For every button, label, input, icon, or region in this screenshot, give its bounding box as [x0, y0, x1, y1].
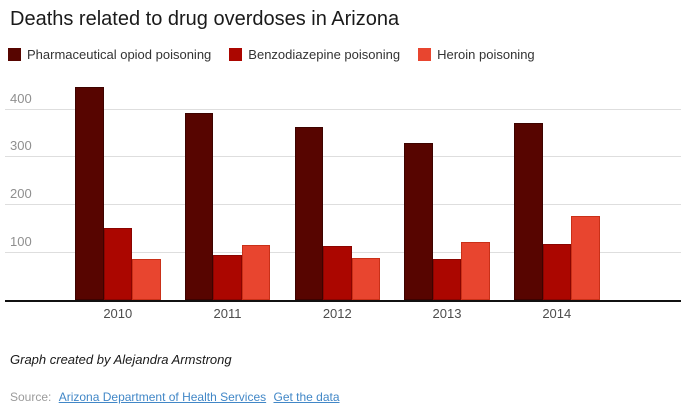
credit-text: Graph created by Alejandra Armstrong	[10, 352, 232, 367]
legend-item-2: Heroin poisoning	[418, 47, 535, 62]
ytick-label-100: 100	[10, 234, 32, 250]
ytick-label-400: 400	[10, 90, 32, 106]
bar-2014-series1	[542, 243, 571, 300]
bar-2010-series2	[132, 259, 161, 300]
get-the-data-link[interactable]: Get the data	[273, 390, 340, 404]
bar-2013-series1	[432, 258, 462, 300]
ytick-label-300: 300	[10, 138, 32, 154]
legend-item-1: Benzodiazepine poisoning	[229, 47, 400, 62]
bar-2014-series0	[514, 122, 543, 300]
legend-label: Benzodiazepine poisoning	[248, 47, 401, 62]
bar-2012-series1	[323, 245, 352, 300]
gridline-y300	[5, 156, 681, 158]
legend-label: Pharmaceutical opiod poisoning	[27, 47, 212, 62]
ytick-label-200: 200	[10, 186, 32, 202]
xtick-label-2012: 2012	[322, 306, 352, 321]
bar-2011-series1	[213, 254, 242, 300]
chart-title: Deaths related to drug overdoses in Ariz…	[10, 8, 400, 30]
x-axis-line	[5, 300, 681, 302]
source-link[interactable]: Arizona Department of Health Services	[58, 390, 267, 404]
legend-swatch-icon	[229, 48, 243, 61]
bar-2011-series2	[241, 244, 271, 300]
xtick-label-2013: 2013	[432, 306, 462, 321]
legend-label: Heroin poisoning	[437, 47, 535, 62]
xtick-label-2010: 2010	[103, 306, 133, 321]
bar-2014-series2	[571, 216, 600, 300]
legend-swatch-icon	[418, 48, 432, 61]
gridline-y400	[5, 108, 681, 110]
legend: Pharmaceutical opiod poisoning Benzodiaze…	[8, 47, 535, 62]
legend-swatch-icon	[8, 48, 21, 61]
bar-2012-series2	[351, 258, 380, 300]
legend-item-0: Pharmaceutical opiod poisoning	[8, 47, 211, 62]
xtick-label-2011: 2011	[213, 306, 242, 321]
source-label: Source:	[10, 390, 52, 404]
bar-2013-series2	[461, 241, 490, 300]
bar-2010-series1	[103, 228, 132, 300]
bar-2013-series0	[404, 143, 433, 300]
bar-2011-series0	[184, 113, 214, 300]
bar-2010-series0	[75, 86, 104, 300]
source-line: Source: Arizona Department of Health Ser…	[10, 390, 340, 404]
xtick-label-2014: 2014	[542, 306, 572, 321]
bar-2012-series0	[294, 126, 323, 300]
gridline-y200	[5, 204, 681, 206]
